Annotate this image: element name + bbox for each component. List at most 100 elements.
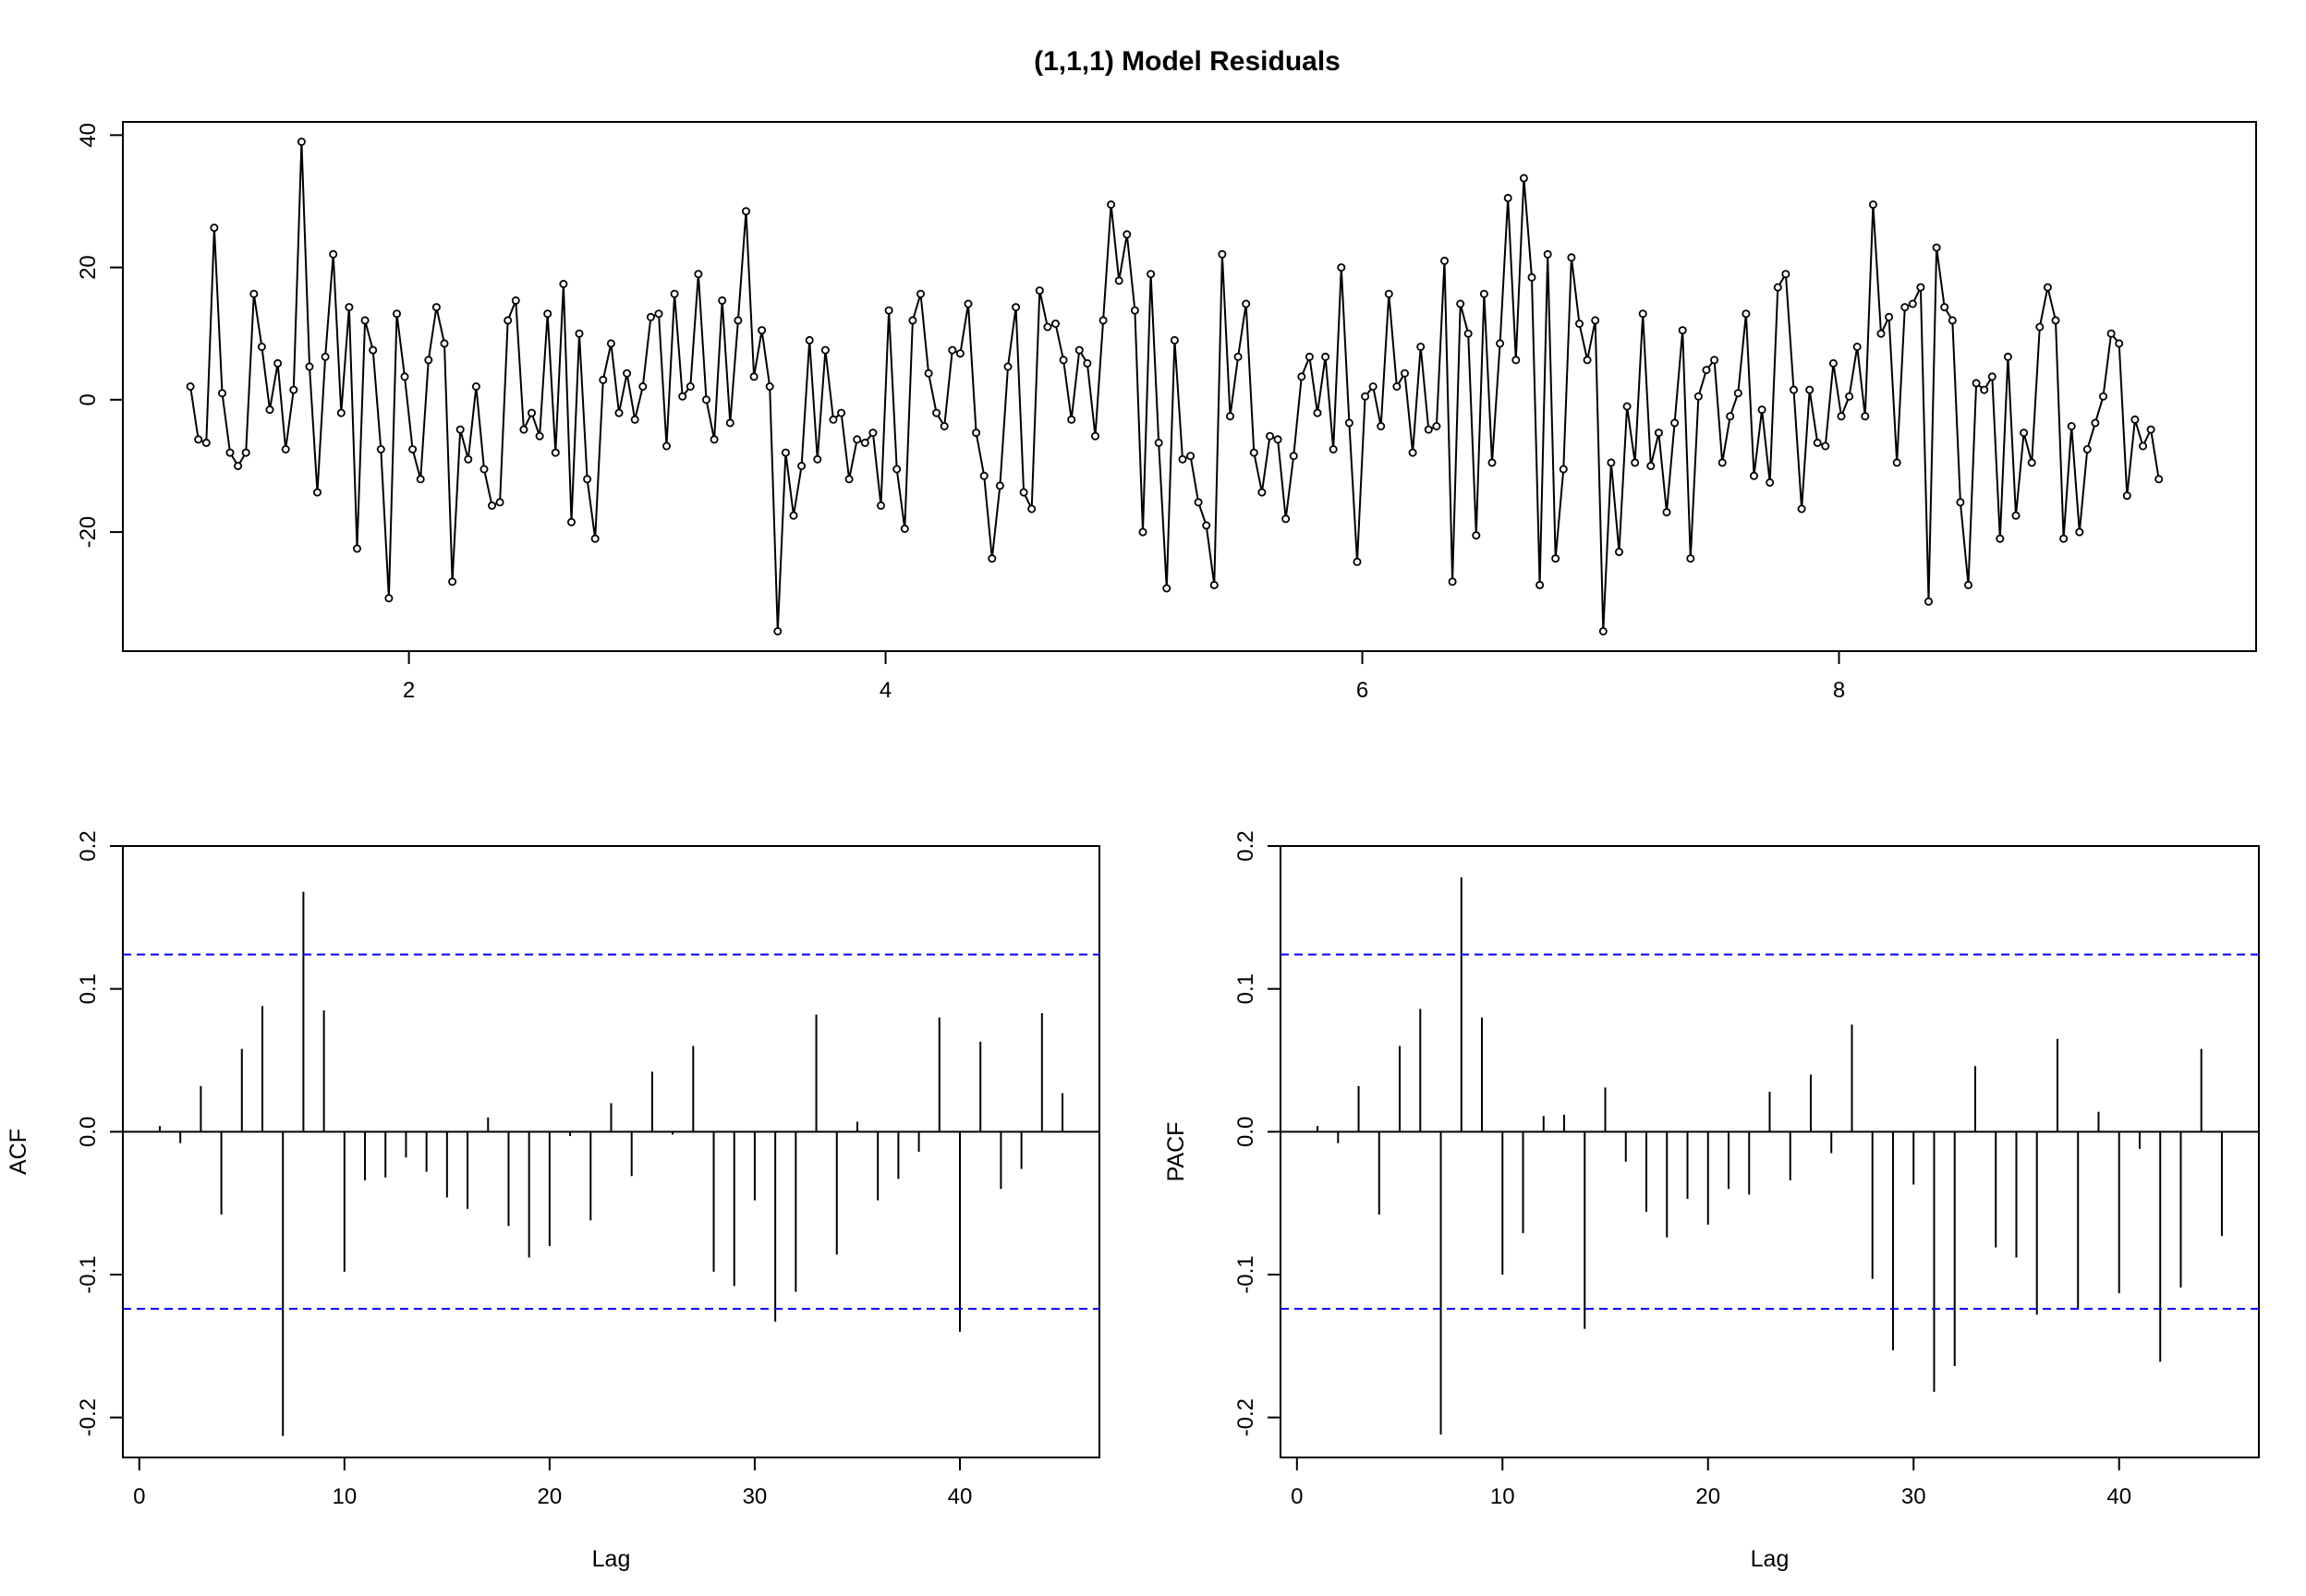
data-point [1249, 448, 1258, 457]
data-point [2075, 527, 2084, 537]
data-point [908, 316, 917, 325]
data-point [1583, 356, 1592, 365]
data-point [400, 372, 409, 381]
data-point [551, 448, 560, 457]
data-point [305, 362, 314, 371]
data-point [948, 345, 957, 355]
data-point [1781, 270, 1790, 279]
data-point [369, 345, 378, 355]
y-tick-label: 0.2 [1233, 830, 1258, 861]
data-point [1852, 342, 1862, 351]
data-point [1598, 627, 1608, 636]
data-point [1074, 345, 1084, 355]
data-point [892, 465, 902, 474]
data-point [1456, 299, 1465, 308]
data-point [1289, 452, 1298, 461]
data-point [710, 435, 719, 444]
data-point [623, 369, 632, 378]
data-point [575, 329, 584, 338]
data-point [1575, 319, 1584, 328]
data-point [1432, 421, 1441, 430]
data-point [2067, 421, 2076, 430]
data-point [638, 381, 648, 391]
data-point [868, 429, 878, 438]
x-tick-label: 10 [332, 1484, 357, 1509]
data-point [1209, 580, 1219, 589]
data-point [1107, 200, 1116, 209]
data-point [773, 627, 783, 636]
data-point [1401, 369, 1410, 378]
data-point [1377, 421, 1386, 430]
data-point [2003, 352, 2012, 361]
data-point [1337, 263, 1346, 272]
data-point [1479, 289, 1488, 298]
data-point [884, 306, 893, 315]
x-tick-label: 6 [1356, 678, 1368, 703]
data-point [297, 137, 306, 146]
data-point [1996, 534, 2005, 543]
data-point [257, 342, 266, 351]
data-point [1266, 431, 1275, 441]
data-point [1408, 448, 1417, 457]
data-point [606, 339, 615, 348]
data-point [1130, 306, 1139, 315]
data-point [2091, 418, 2100, 428]
data-point [758, 326, 767, 335]
data-point [281, 444, 290, 453]
data-point [1900, 303, 1910, 312]
y-axis-label: ACF [6, 1129, 31, 1175]
y-tick-label: -20 [76, 516, 101, 549]
data-point [765, 381, 774, 391]
data-point [1790, 385, 1799, 394]
data-point [249, 289, 259, 298]
pacf-panel: 0 10 20 30 40 -0.2 -0.1 0.0 0.1 0.2 Lag PACF [1163, 830, 2260, 1572]
data-point [1186, 452, 1195, 461]
data-point [431, 303, 441, 312]
data-point [2098, 392, 2107, 401]
data-point [1766, 478, 1775, 487]
data-point [837, 408, 846, 417]
plot-frame [122, 121, 2257, 652]
data-point [2146, 425, 2155, 434]
data-point [567, 517, 576, 526]
data-point [1051, 319, 1061, 328]
data-point [1202, 521, 1211, 530]
data-point [2051, 316, 2060, 325]
data-point [940, 421, 949, 430]
y-tick-label: 0.2 [76, 830, 101, 861]
data-point [1916, 283, 1925, 292]
data-point [1591, 316, 1600, 325]
data-point [1980, 385, 1989, 394]
data-point [1710, 356, 1719, 365]
data-point [1043, 322, 1052, 332]
data-point [1091, 431, 1100, 441]
y-tick-label: 0 [76, 393, 101, 405]
data-point [1750, 471, 1759, 480]
data-point [1012, 303, 1021, 312]
data-point [194, 435, 203, 444]
data-point [662, 441, 672, 451]
data-point [408, 444, 418, 453]
data-point [1273, 435, 1282, 444]
data-point [479, 465, 489, 474]
data-point [1797, 504, 1806, 514]
data-point [1098, 316, 1108, 325]
x-tick-label: 2 [403, 678, 415, 703]
data-point [1440, 256, 1450, 265]
data-point [734, 316, 743, 325]
data-point [1693, 392, 1703, 401]
x-tick-label: 40 [2106, 1484, 2131, 1509]
data-point [210, 224, 219, 233]
data-point [1670, 418, 1680, 428]
data-point [1615, 548, 1624, 557]
data-point [1828, 358, 1838, 368]
data-point [590, 534, 600, 543]
data-point [376, 444, 385, 453]
data-point [464, 454, 473, 464]
data-point [1361, 392, 1370, 401]
plot-frame [1280, 845, 2260, 1458]
data-point [471, 381, 480, 391]
data-point [725, 418, 734, 428]
residuals-panel: 2 4 6 8 -20 0 20 40 [76, 121, 2257, 703]
data-point [1281, 514, 1291, 524]
